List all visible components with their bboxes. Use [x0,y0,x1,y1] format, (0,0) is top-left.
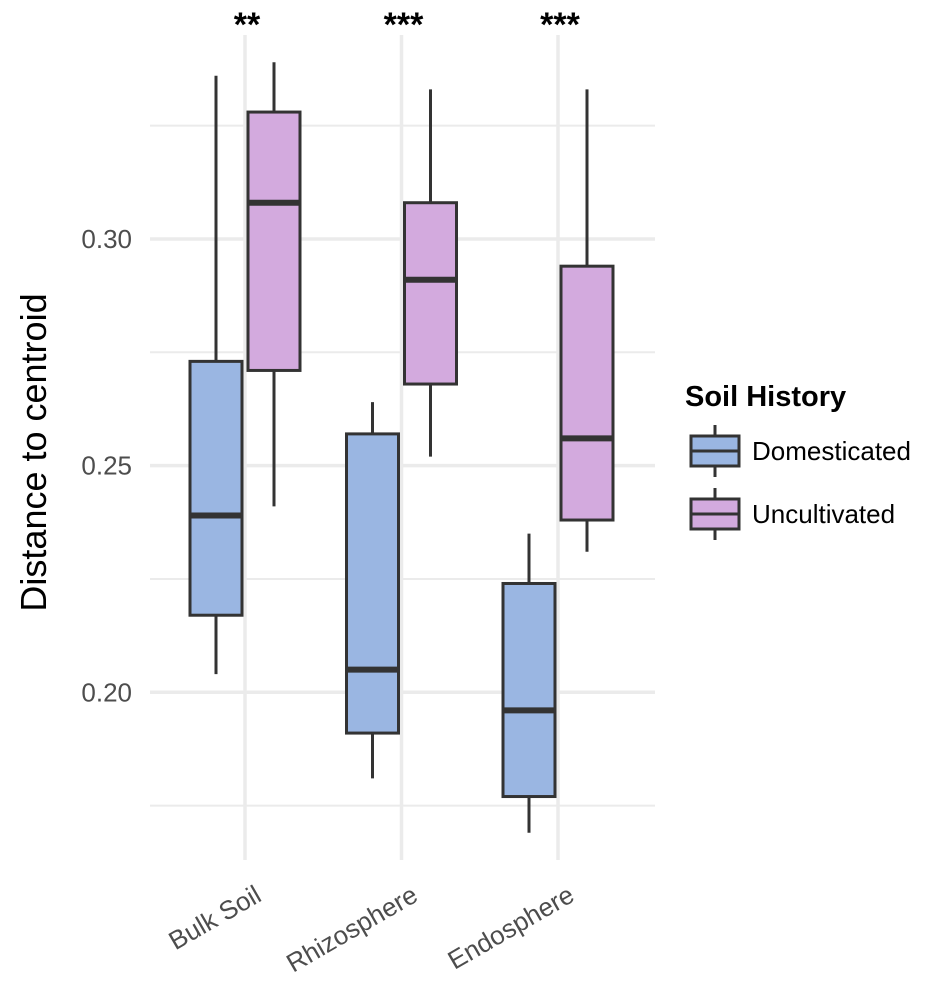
box [246,110,302,372]
box [501,581,557,799]
box [345,432,400,735]
significance-label: *** [384,6,424,44]
significance-label: ** [234,6,261,44]
x-tick-label: Rhizosphere [281,879,422,978]
box [559,264,615,522]
box [403,201,458,386]
legend-label: Domesticated [752,436,911,466]
y-axis-label: Distance to centroid [13,293,54,611]
y-tick-label: 0.25 [81,451,132,481]
y-tick-label: 0.20 [81,677,132,707]
legend-title: Soil History [685,381,846,413]
x-tick-label: Bulk Soil [163,879,266,956]
legend-label: Uncultivated [752,499,895,529]
x-tick-label: Endosphere [443,879,579,975]
y-tick-label: 0.30 [81,224,132,254]
significance-label: *** [540,6,580,44]
box [188,359,244,617]
